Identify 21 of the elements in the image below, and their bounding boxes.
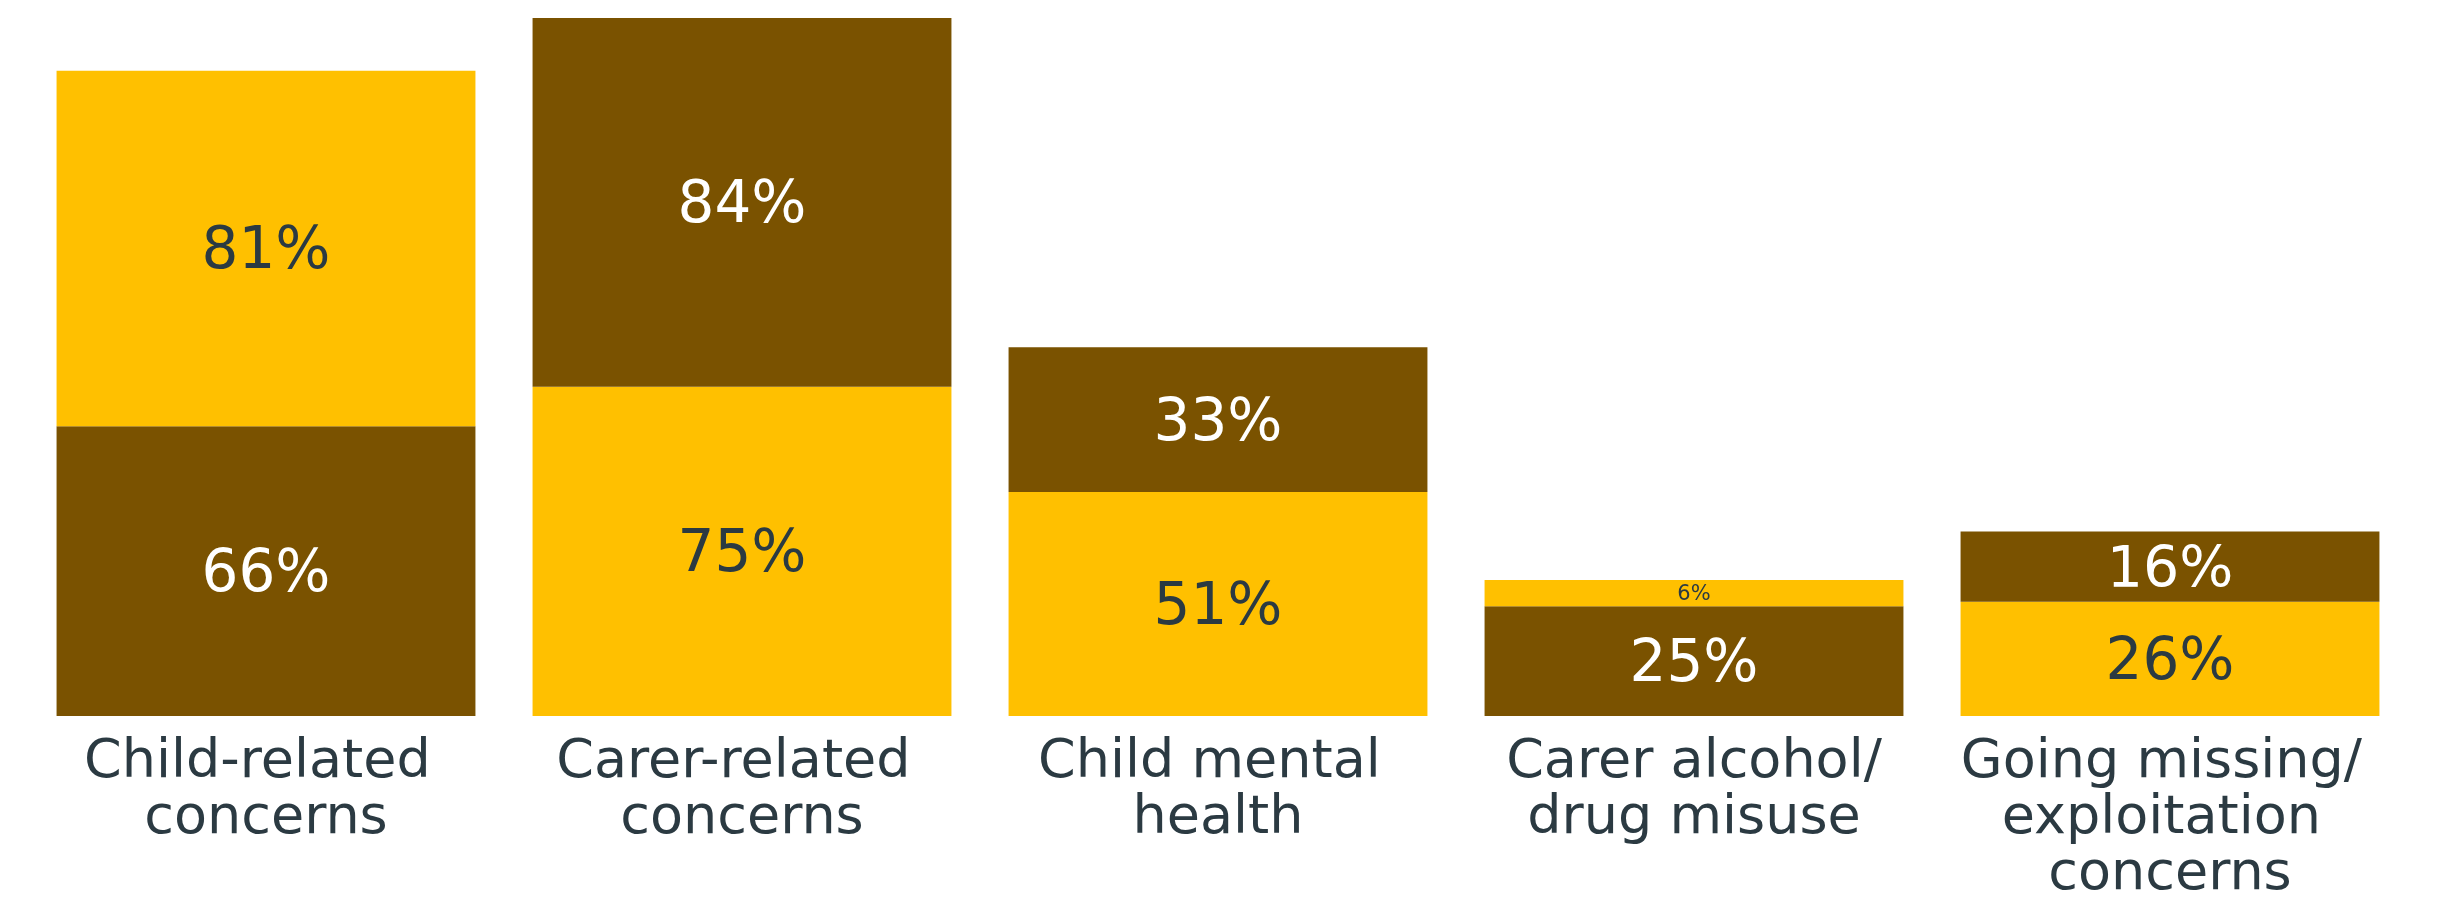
- bar: [532, 18, 952, 387]
- x-tick-label: Going missing/ exploitation concerns: [1960, 726, 2380, 902]
- data-label: 33%: [1153, 385, 1283, 454]
- data-label: 16%: [2106, 533, 2234, 600]
- data-label: 81%: [201, 214, 331, 283]
- bar: [532, 386, 952, 716]
- data-label: 25%: [1629, 627, 1759, 696]
- x-tick-label: Carer-related concerns: [556, 726, 928, 846]
- x-tick-label: Child-related concerns: [84, 726, 448, 846]
- x-tick-label: Carer alcohol/drug misuse: [1506, 726, 1883, 846]
- x-tick-label: Child mental health: [1038, 726, 1398, 846]
- bar: [1008, 492, 1428, 716]
- bar: [1008, 347, 1428, 493]
- data-label: 26%: [2105, 624, 2235, 693]
- data-label: 66%: [201, 537, 331, 606]
- bar: [1960, 531, 2380, 602]
- bar: [1960, 601, 2380, 716]
- data-label: 51%: [1153, 570, 1283, 639]
- data-label: 6%: [1677, 581, 1711, 606]
- data-label: 84%: [677, 168, 807, 237]
- data-label: 75%: [677, 517, 807, 586]
